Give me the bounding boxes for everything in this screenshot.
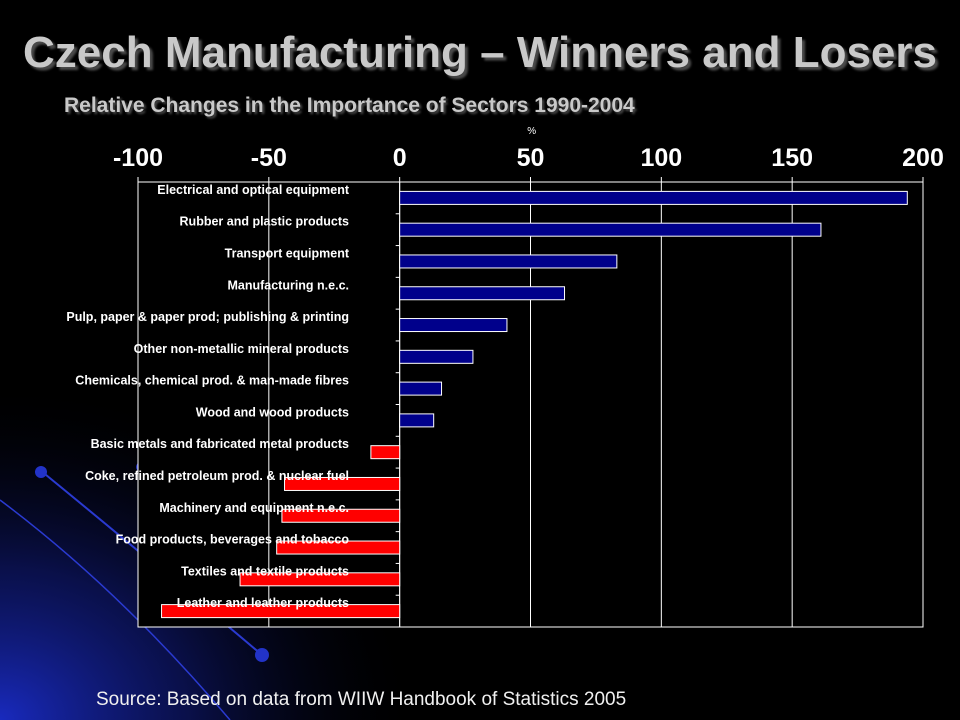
x-tick-label: 100 [640,144,682,172]
x-tick-label: 50 [517,144,545,172]
decor-dot-1 [35,466,47,478]
category-label: Other non-metallic mineral products [134,342,349,356]
x-tick-label: -50 [251,144,287,172]
source-note: Source: Based on data from WIIW Handbook… [96,689,627,710]
bar [276,540,401,555]
x-tick-label: 150 [771,144,813,172]
category-label: Wood and wood products [196,405,349,419]
category-label: Coke, refined petroleum prod. & nuclear … [85,469,349,483]
category-label: Chemicals, chemical prod. & man-made fib… [75,374,349,388]
bar [399,286,566,301]
bar [399,381,443,396]
category-label: Pulp, paper & paper prod; publishing & p… [66,310,349,324]
category-label: Manufacturing n.e.c. [227,278,349,292]
x-axis-label: % [527,126,536,137]
slide-title: Czech Manufacturing – Winners and Losers [23,28,937,77]
x-tick-label: -100 [113,144,163,172]
bar [399,190,908,205]
bar [399,413,435,428]
category-label: Basic metals and fabricated metal produc… [91,437,349,451]
bar [281,508,401,523]
x-tick-label: 200 [902,144,944,172]
bar [399,318,508,333]
bar [239,572,401,587]
bar [399,349,474,364]
category-label: Textiles and textile products [181,564,349,578]
bar [370,445,401,460]
bar [161,604,401,619]
bar [399,222,822,237]
x-tick-label: 0 [393,144,407,172]
category-label: Food products, beverages and tobacco [116,533,350,547]
decor-arc-2 [0,499,231,720]
bar [399,254,618,269]
category-label: Rubber and plastic products [180,215,350,229]
category-label: Machinery and equipment n.e.c. [159,501,349,515]
category-label: Electrical and optical equipment [157,183,350,197]
category-label: Transport equipment [225,246,350,260]
chart-subtitle: Relative Changes in the Importance of Se… [64,94,635,117]
decor-dot-3 [255,648,269,662]
bar [284,476,401,491]
category-label: Leather and leather products [177,596,349,610]
